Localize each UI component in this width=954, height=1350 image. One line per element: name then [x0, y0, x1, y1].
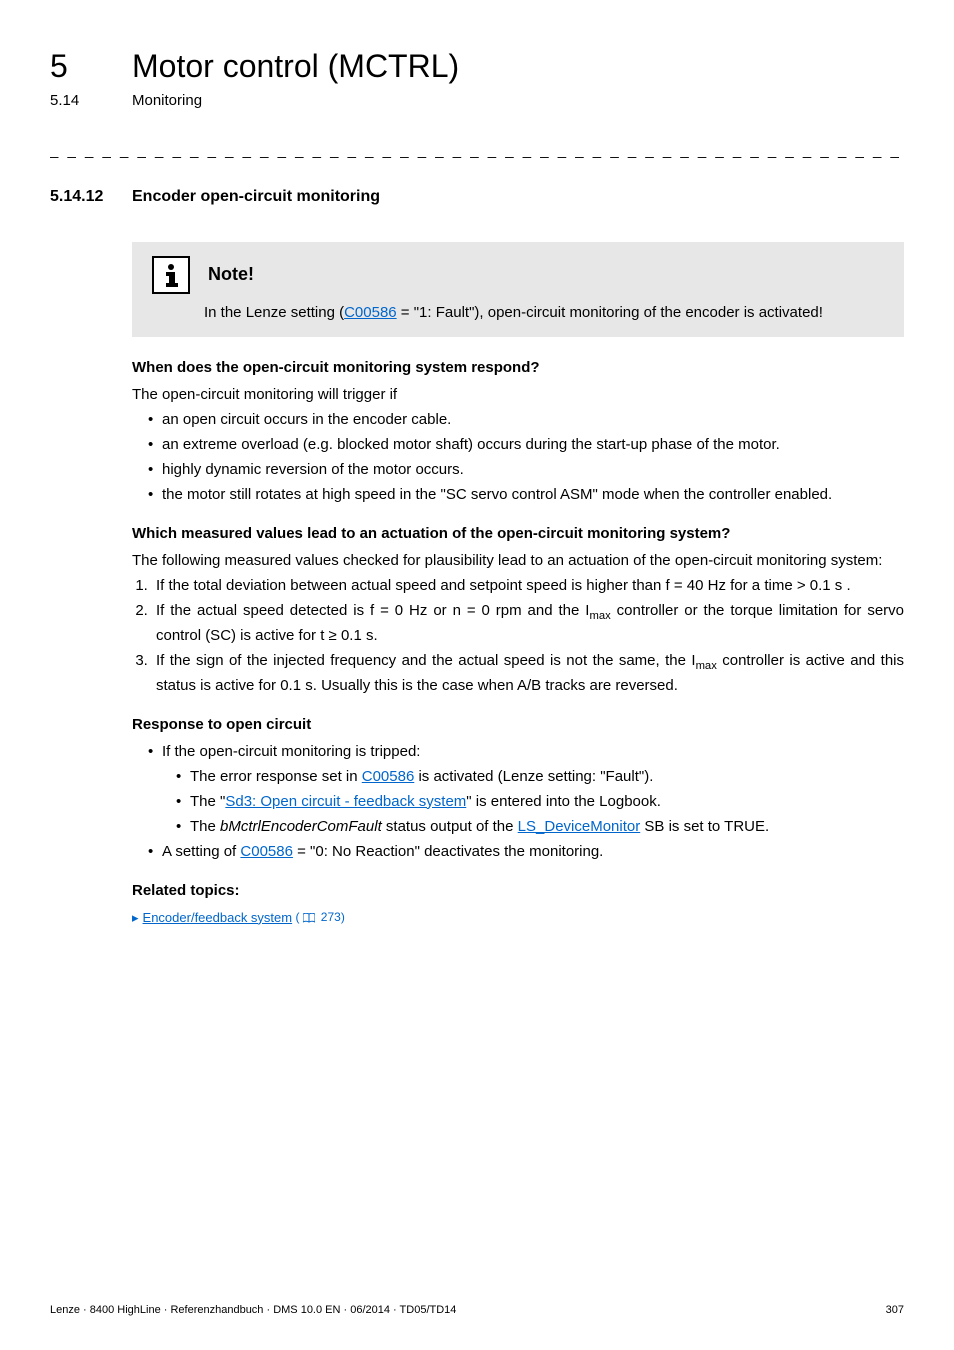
para-trigger: The open-circuit monitoring will trigger…: [132, 384, 904, 405]
related-ref: ( 273): [292, 909, 345, 926]
page-number: 307: [886, 1303, 904, 1318]
list-item: A setting of C00586 = "0: No Reaction" d…: [148, 841, 904, 862]
subsection-title: Encoder open-circuit monitoring: [132, 186, 380, 208]
subscript: max: [696, 660, 717, 672]
subsection-number: 5.14.12: [50, 186, 103, 208]
text: The: [190, 818, 220, 835]
footer-text: Lenze · 8400 HighLine · Referenzhandbuch…: [50, 1303, 456, 1318]
heading-related: Related topics:: [132, 880, 904, 901]
heading-respond: When does the open-circuit monitoring sy…: [132, 357, 904, 378]
list-item: the motor still rotates at high speed in…: [148, 484, 904, 505]
link[interactable]: Sd3: Open circuit - feedback system: [225, 793, 466, 810]
numbered-list: If the total deviation between actual sp…: [132, 575, 904, 696]
text: SB is set to TRUE.: [640, 818, 769, 835]
note-title: Note!: [208, 262, 254, 287]
list-item: If the actual speed detected is f = 0 Hz…: [152, 600, 904, 646]
list-item: If the sign of the injected frequency an…: [152, 650, 904, 696]
heading-response: Response to open circuit: [132, 714, 904, 735]
text: If the actual speed detected is f = 0 Hz…: [156, 602, 589, 619]
book-icon: [303, 913, 315, 923]
text: If the sign of the injected frequency an…: [156, 652, 696, 669]
link[interactable]: C00586: [240, 843, 293, 860]
para-measured: The following measured values checked fo…: [132, 550, 904, 571]
list-item: If the open-circuit monitoring is trippe…: [148, 741, 904, 837]
chapter-number: 5: [50, 44, 68, 89]
text: is activated (Lenze setting: "Fault").: [414, 768, 653, 785]
chapter-title: Motor control (MCTRL): [132, 44, 459, 89]
arrow-icon: ▸: [132, 909, 139, 927]
list-item: The error response set in C00586 is acti…: [176, 766, 904, 787]
subscript: max: [589, 610, 610, 622]
text: status output of the: [382, 818, 518, 835]
list-item: If the total deviation between actual sp…: [152, 575, 904, 596]
related-link[interactable]: Encoder/feedback system: [143, 909, 293, 927]
text: " is entered into the Logbook.: [466, 793, 661, 810]
text: If the open-circuit monitoring is trippe…: [162, 743, 420, 760]
heading-measured: Which measured values lead to an actuati…: [132, 523, 904, 544]
list-item: The "Sd3: Open circuit - feedback system…: [176, 791, 904, 812]
info-icon: [152, 256, 190, 294]
bullet-list-response: If the open-circuit monitoring is trippe…: [148, 741, 904, 862]
list-item: The bMctrlEncoderComFault status output …: [176, 816, 904, 837]
page-ref: 273: [321, 910, 341, 924]
italic-text: bMctrlEncoderComFault: [220, 818, 382, 835]
list-item: highly dynamic reversion of the motor oc…: [148, 459, 904, 480]
list-item: an extreme overload (e.g. blocked motor …: [148, 434, 904, 455]
divider: _ _ _ _ _ _ _ _ _ _ _ _ _ _ _ _ _ _ _ _ …: [50, 140, 904, 161]
text: The error response set in: [190, 768, 362, 785]
section-number: 5.14: [50, 90, 79, 111]
link[interactable]: C00586: [362, 768, 415, 785]
text: A setting of: [162, 843, 240, 860]
note-box: Note! In the Lenze setting (C00586 = "1:…: [132, 242, 904, 337]
related-topic: ▸ Encoder/feedback system ( 273): [132, 909, 345, 927]
note-link[interactable]: C00586: [344, 304, 397, 321]
note-body: In the Lenze setting (C00586 = "1: Fault…: [204, 302, 884, 323]
link[interactable]: LS_DeviceMonitor: [518, 818, 641, 835]
note-text-pre: In the Lenze setting (: [204, 304, 344, 321]
text: The ": [190, 793, 225, 810]
bullet-list-trigger: an open circuit occurs in the encoder ca…: [148, 409, 904, 505]
list-item: an open circuit occurs in the encoder ca…: [148, 409, 904, 430]
note-text-post: = "1: Fault"), open-circuit monitoring o…: [397, 304, 823, 321]
text: = "0: No Reaction" deactivates the monit…: [293, 843, 603, 860]
section-title: Monitoring: [132, 90, 202, 111]
